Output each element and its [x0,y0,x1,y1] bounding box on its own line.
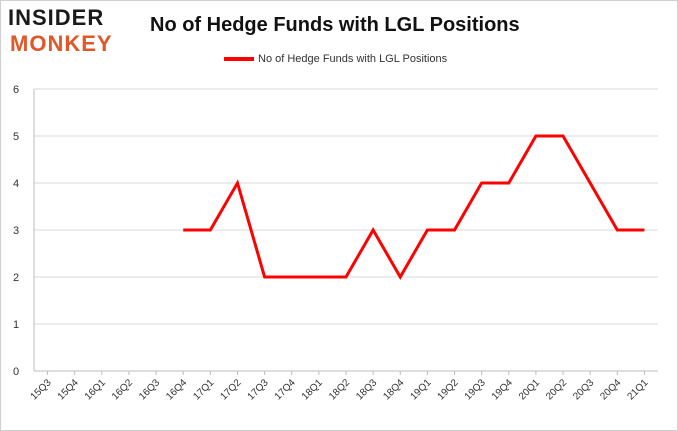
insider-monkey-logo: INSIDER MONKEY [8,6,126,56]
x-tick-label: 17Q2 [219,377,244,402]
x-tick-label: 15Q4 [56,377,81,402]
y-tick-label: 4 [13,178,19,190]
x-tick-label: 20Q4 [598,377,623,402]
x-tick-label: 20Q3 [571,377,596,402]
chart-legend: No of Hedge Funds with LGL Positions [224,53,447,65]
x-tick-label: 16Q3 [137,377,162,402]
logo-line-2: MONKEY [10,31,113,56]
x-tick-label: 16Q4 [164,377,189,402]
y-tick-label: 6 [13,84,19,96]
logo-line-1: INSIDER [8,5,105,30]
y-tick-label: 1 [13,319,19,331]
x-tick-label: 18Q3 [354,377,379,402]
x-tick-label: 19Q4 [490,377,515,402]
x-tick-label: 20Q1 [517,377,542,402]
x-tick-label: 19Q3 [463,377,488,402]
x-tick-label: 19Q1 [408,377,433,402]
x-tick-label: 19Q2 [436,377,461,402]
y-tick-label: 3 [13,225,19,237]
x-tick-label: 17Q1 [191,377,216,402]
x-tick-label: 21Q1 [625,377,650,402]
legend-swatch [224,57,254,61]
x-tick-label: 18Q2 [327,377,352,402]
x-tick-label: 15Q3 [29,377,54,402]
y-tick-label: 0 [13,366,19,378]
legend-label: No of Hedge Funds with LGL Positions [258,53,448,65]
y-tick-label: 2 [13,272,19,284]
x-tick-label: 17Q4 [273,377,298,402]
y-tick-label: 5 [13,131,19,143]
x-tick-label: 18Q1 [300,377,325,402]
x-tick-label: 16Q1 [83,377,108,402]
x-tick-label: 17Q3 [246,377,271,402]
chart-title: No of Hedge Funds with LGL Positions [150,14,520,36]
x-tick-label: 18Q4 [381,377,406,402]
x-tick-label: 16Q2 [110,377,135,402]
series-line [183,134,645,281]
x-tick-label: 20Q2 [544,377,569,402]
